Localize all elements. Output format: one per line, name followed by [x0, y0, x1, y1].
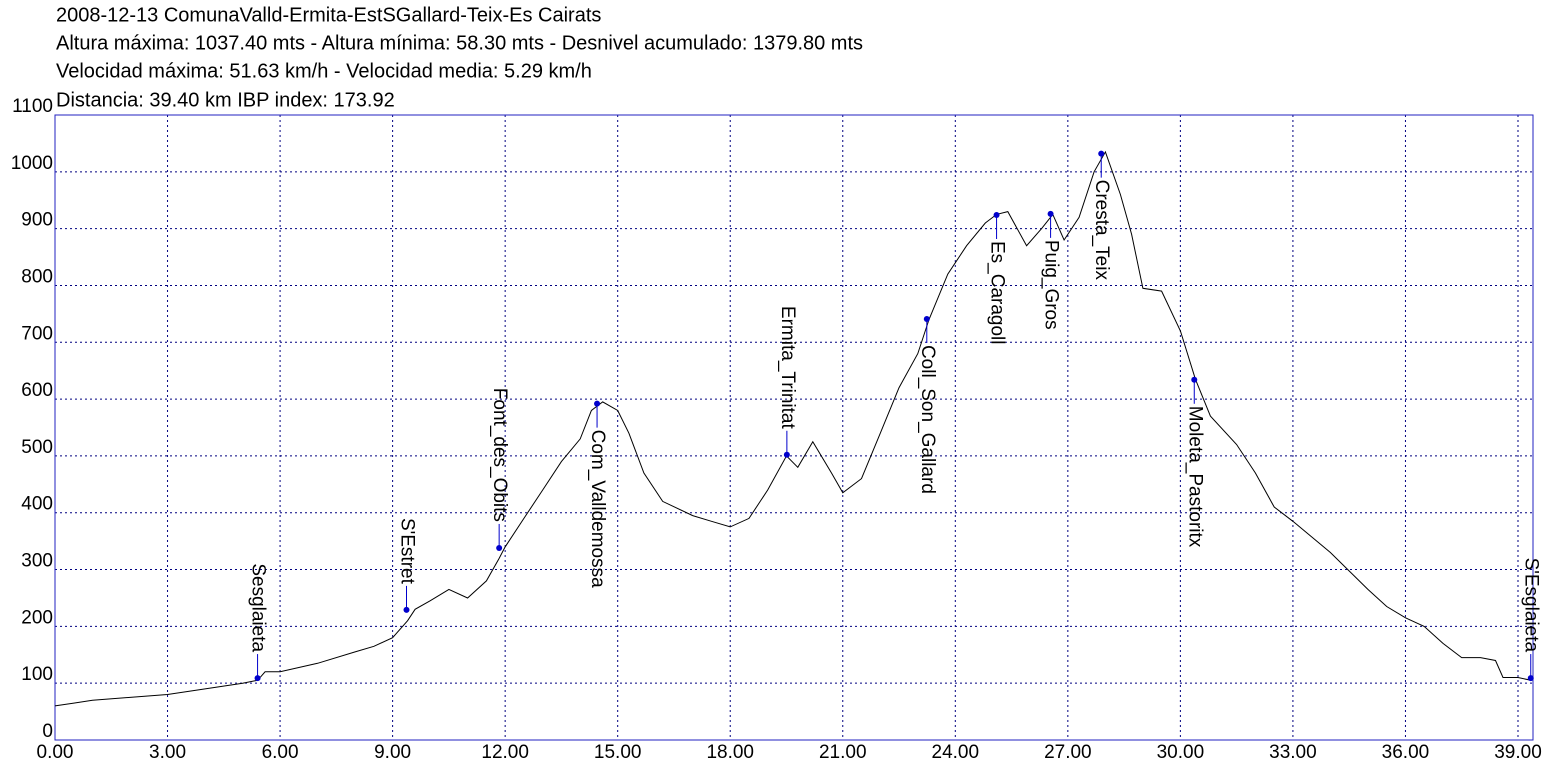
x-tick-label: 36.00	[1382, 742, 1430, 763]
waypoint-marker	[783, 451, 790, 458]
chart-title: 2008-12-13 ComunaValld-Ermita-EstSGallar…	[56, 4, 601, 26]
x-tick-label: 15.00	[594, 742, 642, 763]
y-tick-label: 400	[21, 494, 53, 515]
waypoint-marker	[496, 544, 503, 551]
y-tick-label: 900	[21, 210, 53, 231]
waypoint-label: Es_Caragoll	[987, 241, 1008, 345]
waypoint-label: Moleta_Pastoritx	[1184, 406, 1205, 548]
x-tick-label: 18.00	[706, 742, 754, 763]
x-tick-label: 6.00	[262, 742, 299, 763]
y-tick-label: 500	[21, 437, 53, 458]
waypoint-label: Cresta_Teix	[1091, 180, 1112, 281]
waypoint-marker	[1191, 376, 1198, 383]
y-tick-label: 0	[42, 721, 53, 742]
chart-subtitle: Velocidad máxima: 51.63 km/h - Velocidad…	[56, 60, 592, 82]
waypoint-marker	[923, 315, 930, 322]
y-tick-label: 1000	[11, 153, 53, 174]
y-tick-label: 100	[21, 664, 53, 685]
waypoint-marker	[1098, 150, 1105, 157]
plot-frame	[54, 114, 1534, 741]
waypoint-label: S'Esglaieta	[1521, 558, 1542, 653]
x-tick-label: 27.00	[1044, 742, 1092, 763]
waypoint-label: Ermita_Trinitat	[777, 306, 798, 430]
x-tick-label: 30.00	[1157, 742, 1205, 763]
y-tick-label: 700	[21, 323, 53, 344]
waypoint-label: Puig_Gros	[1041, 240, 1062, 330]
chart-subtitle: Distancia: 39.40 km IBP index: 173.92	[56, 89, 395, 111]
waypoint-marker	[403, 606, 410, 613]
y-tick-label: 1100	[12, 96, 53, 117]
elevation-line	[54, 150, 1531, 707]
x-tick-label: 39.00	[1494, 742, 1542, 763]
waypoint-marker	[993, 212, 1000, 218]
x-tick-label: 21.00	[819, 742, 867, 763]
waypoint-label: Font_des_Obits	[489, 388, 510, 522]
waypoint-marker	[594, 400, 601, 407]
x-tick-label: 24.00	[932, 742, 980, 763]
waypoint-marker	[254, 675, 261, 682]
x-tick-label: 9.00	[374, 742, 411, 763]
x-tick-label: 3.00	[149, 742, 186, 763]
y-tick-label: 300	[21, 551, 53, 572]
x-tick-label: 0.00	[37, 742, 74, 763]
y-tick-label: 200	[21, 607, 53, 628]
waypoint-label: Sesglaieta	[248, 563, 269, 652]
waypoint-label: Com_Valldemossa	[587, 430, 608, 588]
y-tick-label: 800	[21, 266, 53, 287]
waypoint-label: S'Estret	[396, 518, 417, 585]
waypoint-marker	[1047, 210, 1054, 217]
y-tick-label: 600	[21, 380, 53, 401]
waypoint-marker	[1527, 675, 1534, 682]
x-tick-label: 33.00	[1269, 742, 1317, 763]
waypoint-label: Coll_Son_Gallard	[917, 345, 938, 494]
x-tick-label: 12.00	[481, 742, 529, 763]
chart-subtitle: Altura máxima: 1037.40 mts - Altura míni…	[56, 32, 863, 54]
